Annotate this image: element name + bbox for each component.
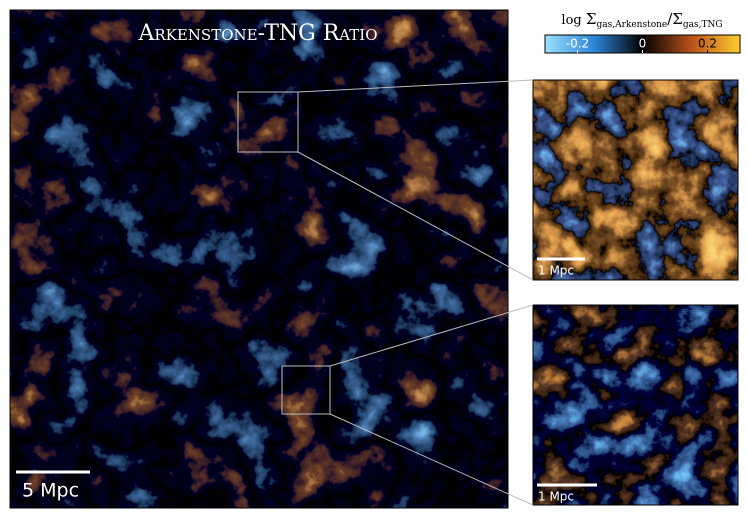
inset-top-frame [532, 79, 739, 281]
connector [297, 151, 534, 281]
label-part: log [561, 13, 581, 28]
colorbar-tick-label: 0.2 [698, 37, 717, 51]
label-part: /Σ [667, 10, 683, 28]
colorbar-tick-label: 0 [639, 37, 647, 51]
colorbar-label: log Σgas,Arkenstone/Σgas,TNG [561, 10, 722, 30]
connector [329, 413, 534, 506]
zoom-box-bottom [281, 365, 331, 415]
zoom-box-top [237, 91, 299, 153]
inset-bottom-frame [532, 304, 739, 506]
title: Arkenstone-TNG Ratio [137, 21, 377, 46]
scale-label: 1 Mpc [538, 264, 574, 278]
connector [329, 304, 534, 367]
scale-label: 5 Mpc [22, 480, 79, 502]
connector [297, 79, 534, 93]
main-frame [9, 9, 509, 509]
label-part: gas,Arkenstone [596, 20, 667, 30]
label-part: gas,TNG [683, 20, 723, 30]
main-map [10, 10, 508, 508]
inset-bottom [533, 305, 738, 505]
scale-label: 1 Mpc [538, 490, 574, 504]
label-part: Σ [586, 10, 597, 28]
inset-top [533, 80, 738, 280]
colorbar-tick-label: -0.2 [566, 37, 589, 51]
